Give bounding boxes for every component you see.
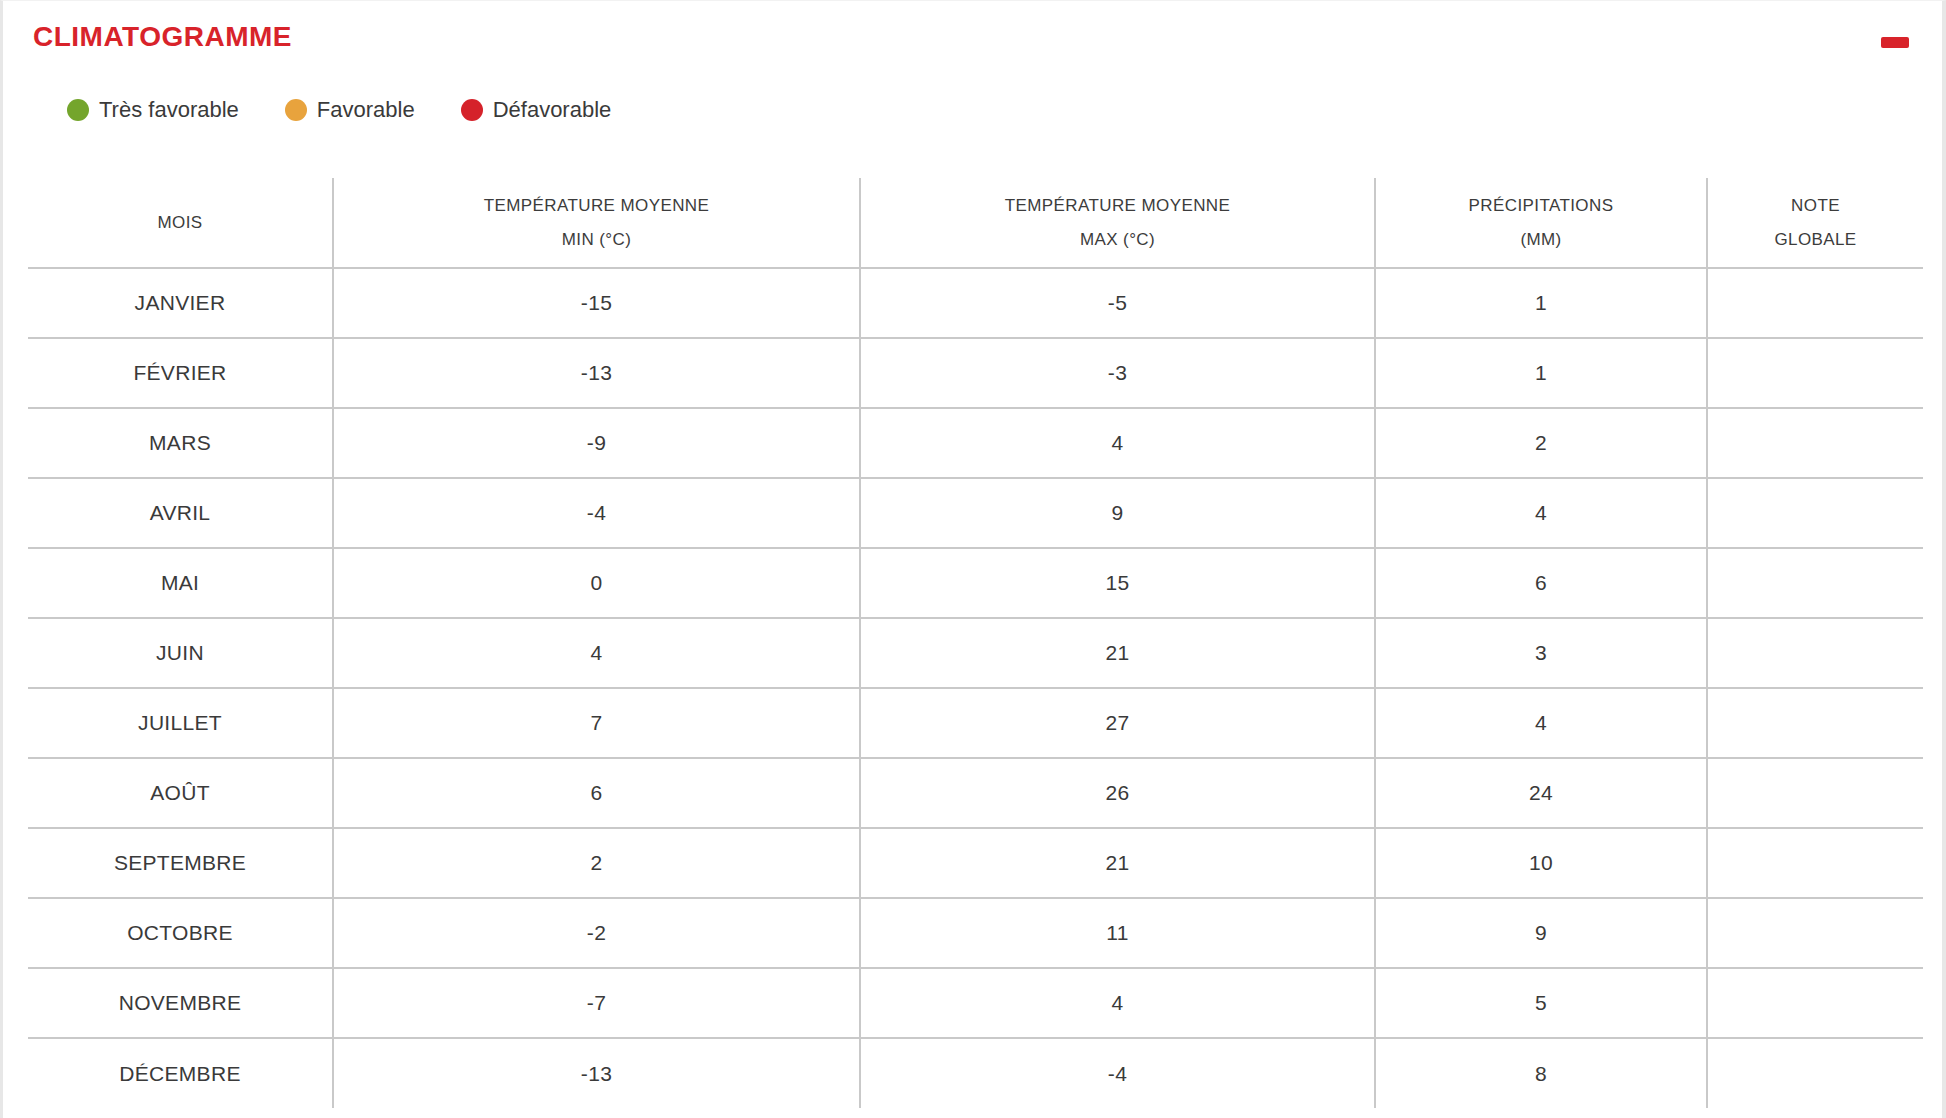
month-cell: DÉCEMBRE — [28, 1038, 333, 1108]
note-cell — [1707, 408, 1923, 478]
temp-max-cell: 4 — [860, 968, 1375, 1038]
precipitations-cell: 24 — [1375, 758, 1707, 828]
legend: Très favorable Favorable Défavorable — [67, 96, 1942, 124]
month-cell: JUILLET — [28, 688, 333, 758]
table-body: JANVIER -15 -5 1 FÉVRIER -13 -3 1 MARS -… — [28, 268, 1923, 1108]
note-cell — [1707, 758, 1923, 828]
month-cell: JANVIER — [28, 268, 333, 338]
collapse-minus-icon[interactable] — [1881, 37, 1909, 48]
temp-max-cell: 26 — [860, 758, 1375, 828]
temp-min-cell: -13 — [333, 338, 860, 408]
temp-min-cell: -7 — [333, 968, 860, 1038]
precipitations-cell: 4 — [1375, 478, 1707, 548]
temp-max-cell: 9 — [860, 478, 1375, 548]
legend-label: Défavorable — [493, 97, 612, 123]
table-row: JUILLET 7 27 4 — [28, 688, 1923, 758]
precipitations-cell: 2 — [1375, 408, 1707, 478]
legend-item-favorable: Favorable — [285, 97, 415, 123]
legend-label: Favorable — [317, 97, 415, 123]
temp-max-cell: 21 — [860, 828, 1375, 898]
temp-min-cell: -2 — [333, 898, 860, 968]
page-title: CLIMATOGRAMME — [33, 22, 1942, 52]
table-row: SEPTEMBRE 2 21 10 — [28, 828, 1923, 898]
precipitations-cell: 4 — [1375, 688, 1707, 758]
column-header-precipitations: PRÉCIPITATIONS (MM) — [1375, 178, 1707, 268]
table-row: MAI 0 15 6 — [28, 548, 1923, 618]
temp-min-cell: 2 — [333, 828, 860, 898]
temp-max-cell: 15 — [860, 548, 1375, 618]
temp-max-cell: -5 — [860, 268, 1375, 338]
temp-min-cell: 7 — [333, 688, 860, 758]
note-cell — [1707, 898, 1923, 968]
temp-max-cell: -3 — [860, 338, 1375, 408]
precipitations-cell: 5 — [1375, 968, 1707, 1038]
table-row: JANVIER -15 -5 1 — [28, 268, 1923, 338]
note-cell — [1707, 618, 1923, 688]
note-cell — [1707, 338, 1923, 408]
note-cell — [1707, 1038, 1923, 1108]
column-header-temp-min: TEMPÉRATURE MOYENNE MIN (°C) — [333, 178, 860, 268]
month-cell: OCTOBRE — [28, 898, 333, 968]
temp-max-cell: 27 — [860, 688, 1375, 758]
precipitations-cell: 6 — [1375, 548, 1707, 618]
column-header-temp-max: TEMPÉRATURE MOYENNE MAX (°C) — [860, 178, 1375, 268]
legend-item-defavorable: Défavorable — [461, 97, 612, 123]
precipitations-cell: 1 — [1375, 268, 1707, 338]
temp-max-cell: 4 — [860, 408, 1375, 478]
table-row: MARS -9 4 2 — [28, 408, 1923, 478]
temp-max-cell: 21 — [860, 618, 1375, 688]
precipitations-cell: 8 — [1375, 1038, 1707, 1108]
note-cell — [1707, 478, 1923, 548]
table-row: JUIN 4 21 3 — [28, 618, 1923, 688]
temp-max-cell: 11 — [860, 898, 1375, 968]
climate-table: MOIS TEMPÉRATURE MOYENNE MIN (°C) TEMPÉR… — [28, 178, 1923, 1108]
temp-min-cell: -15 — [333, 268, 860, 338]
temp-min-cell: 0 — [333, 548, 860, 618]
month-cell: MAI — [28, 548, 333, 618]
column-header-note-globale: NOTE GLOBALE — [1707, 178, 1923, 268]
temp-min-cell: -13 — [333, 1038, 860, 1108]
red-dot-icon — [461, 99, 483, 121]
temp-min-cell: -4 — [333, 478, 860, 548]
table-row: FÉVRIER -13 -3 1 — [28, 338, 1923, 408]
note-cell — [1707, 268, 1923, 338]
yellow-dot-icon — [285, 99, 307, 121]
precipitations-cell: 9 — [1375, 898, 1707, 968]
month-cell: FÉVRIER — [28, 338, 333, 408]
note-cell — [1707, 968, 1923, 1038]
table-header-row: MOIS TEMPÉRATURE MOYENNE MIN (°C) TEMPÉR… — [28, 178, 1923, 268]
precipitations-cell: 3 — [1375, 618, 1707, 688]
month-cell: SEPTEMBRE — [28, 828, 333, 898]
temp-max-cell: -4 — [860, 1038, 1375, 1108]
precipitations-cell: 1 — [1375, 338, 1707, 408]
table-row: OCTOBRE -2 11 9 — [28, 898, 1923, 968]
table-row: AOÛT 6 26 24 — [28, 758, 1923, 828]
month-cell: JUIN — [28, 618, 333, 688]
month-cell: AVRIL — [28, 478, 333, 548]
temp-min-cell: -9 — [333, 408, 860, 478]
temp-min-cell: 6 — [333, 758, 860, 828]
green-dot-icon — [67, 99, 89, 121]
note-cell — [1707, 548, 1923, 618]
note-cell — [1707, 828, 1923, 898]
month-cell: MARS — [28, 408, 333, 478]
month-cell: AOÛT — [28, 758, 333, 828]
legend-item-tres-favorable: Très favorable — [67, 97, 239, 123]
legend-label: Très favorable — [99, 97, 239, 123]
climatogramme-panel: CLIMATOGRAMME Très favorable Favorable D… — [0, 0, 1946, 1118]
table-row: AVRIL -4 9 4 — [28, 478, 1923, 548]
column-header-mois: MOIS — [28, 178, 333, 268]
table-row: NOVEMBRE -7 4 5 — [28, 968, 1923, 1038]
temp-min-cell: 4 — [333, 618, 860, 688]
month-cell: NOVEMBRE — [28, 968, 333, 1038]
note-cell — [1707, 688, 1923, 758]
precipitations-cell: 10 — [1375, 828, 1707, 898]
table-row: DÉCEMBRE -13 -4 8 — [28, 1038, 1923, 1108]
